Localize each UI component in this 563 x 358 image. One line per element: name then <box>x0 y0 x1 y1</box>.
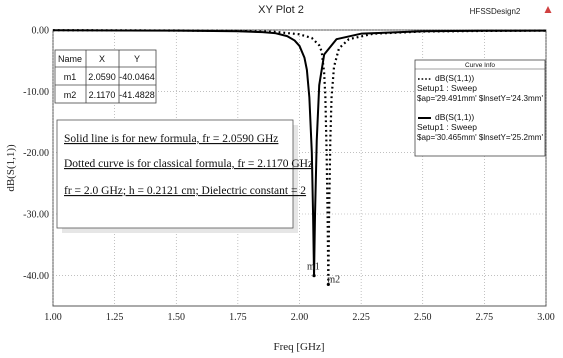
annotation-line-2: Dotted curve is for classical formula, f… <box>64 158 313 170</box>
y-tick-label: -20.00 <box>23 148 49 159</box>
x-tick-label: 2.50 <box>414 312 432 323</box>
curves <box>52 29 547 286</box>
table-cell-m2-x: 2.1170 <box>89 90 116 100</box>
legend-series-1-name: dB(S(1,1)) <box>435 112 474 122</box>
x-tick-label: 1.75 <box>229 312 247 323</box>
y-tick-label: -30.00 <box>23 210 49 221</box>
legend-series-1-setup: Setup1 : Sweep <box>417 122 477 132</box>
legend-series-2-name: dB(S(1,1)) <box>435 73 474 83</box>
y-ticks: 0.00 -10.00 -20.00 -30.00 -40.00 <box>23 26 49 282</box>
x-tick-label: 2.75 <box>476 312 494 323</box>
table-cell-m1-x: 2.0590 <box>88 72 116 82</box>
marker-points: m1 m2 <box>307 262 340 287</box>
table-header-y: Y <box>134 54 140 64</box>
legend-series-2-setup: Setup1 : Sweep <box>417 83 477 93</box>
x-tick-label: 1.00 <box>44 312 62 323</box>
chart-title: XY Plot 2 <box>258 4 304 16</box>
design-label: HFSSDesign2 <box>470 7 521 16</box>
annotation-line-1: Solid line is for new formula, fr = 2.05… <box>64 133 278 145</box>
marker-table: Name X Y m1 2.0590 -40.0464 m2 2.1170 -4… <box>54 49 157 104</box>
x-ticks: 1.00 1.25 1.50 1.75 2.00 2.25 2.50 2.75 3.00 <box>44 312 555 323</box>
legend-series-2-params: $ap='29.491mm' $lnsetY='24.3mm' <box>417 93 543 103</box>
legend-title: Curve Info <box>465 62 495 69</box>
legend: Curve Info dB(S(1,1)) Setup1 : Sweep $ap… <box>414 59 546 157</box>
y-axis-label: dB(S(1,1)) <box>5 144 17 192</box>
legend-series-1-params: $ap='30.465mm' $lnsetY='25.2mm' <box>417 132 543 142</box>
marker-m2-label: m2 <box>327 274 340 285</box>
marker-table-frame <box>54 49 157 104</box>
annotation-frame <box>56 119 294 229</box>
x-tick-label: 2.00 <box>291 312 309 323</box>
table-header-x: X <box>99 54 105 64</box>
y-tick-label: 0.00 <box>32 26 50 37</box>
series-classical-dotted-line <box>52 29 547 286</box>
warning-icon <box>544 6 552 13</box>
marker-m1-label: m1 <box>307 262 320 273</box>
table-cell-m1-y: -40.0464 <box>119 72 155 82</box>
annotation-box: Solid line is for new formula, fr = 2.05… <box>56 119 313 233</box>
y-tick-label: -40.00 <box>23 271 49 282</box>
table-header-name: Name <box>58 54 82 64</box>
y-tick-label: -10.00 <box>23 87 49 98</box>
legend-frame <box>414 59 546 157</box>
table-cell-m2-name: m2 <box>64 90 77 100</box>
table-cell-m1-name: m1 <box>64 72 77 82</box>
marker-m1-point <box>312 274 316 278</box>
x-tick-label: 3.00 <box>537 312 555 323</box>
x-tick-label: 1.50 <box>168 312 186 323</box>
table-cell-m2-y: -41.4828 <box>119 90 155 100</box>
x-axis-label: Freq [GHz] <box>273 341 324 353</box>
x-tick-label: 1.25 <box>106 312 124 323</box>
marker-m2-point <box>326 282 330 287</box>
x-tick-label: 2.25 <box>352 312 370 323</box>
annotation-line-3: fr = 2.0 GHz; h = 0.2121 cm; Dielectric … <box>64 185 306 197</box>
